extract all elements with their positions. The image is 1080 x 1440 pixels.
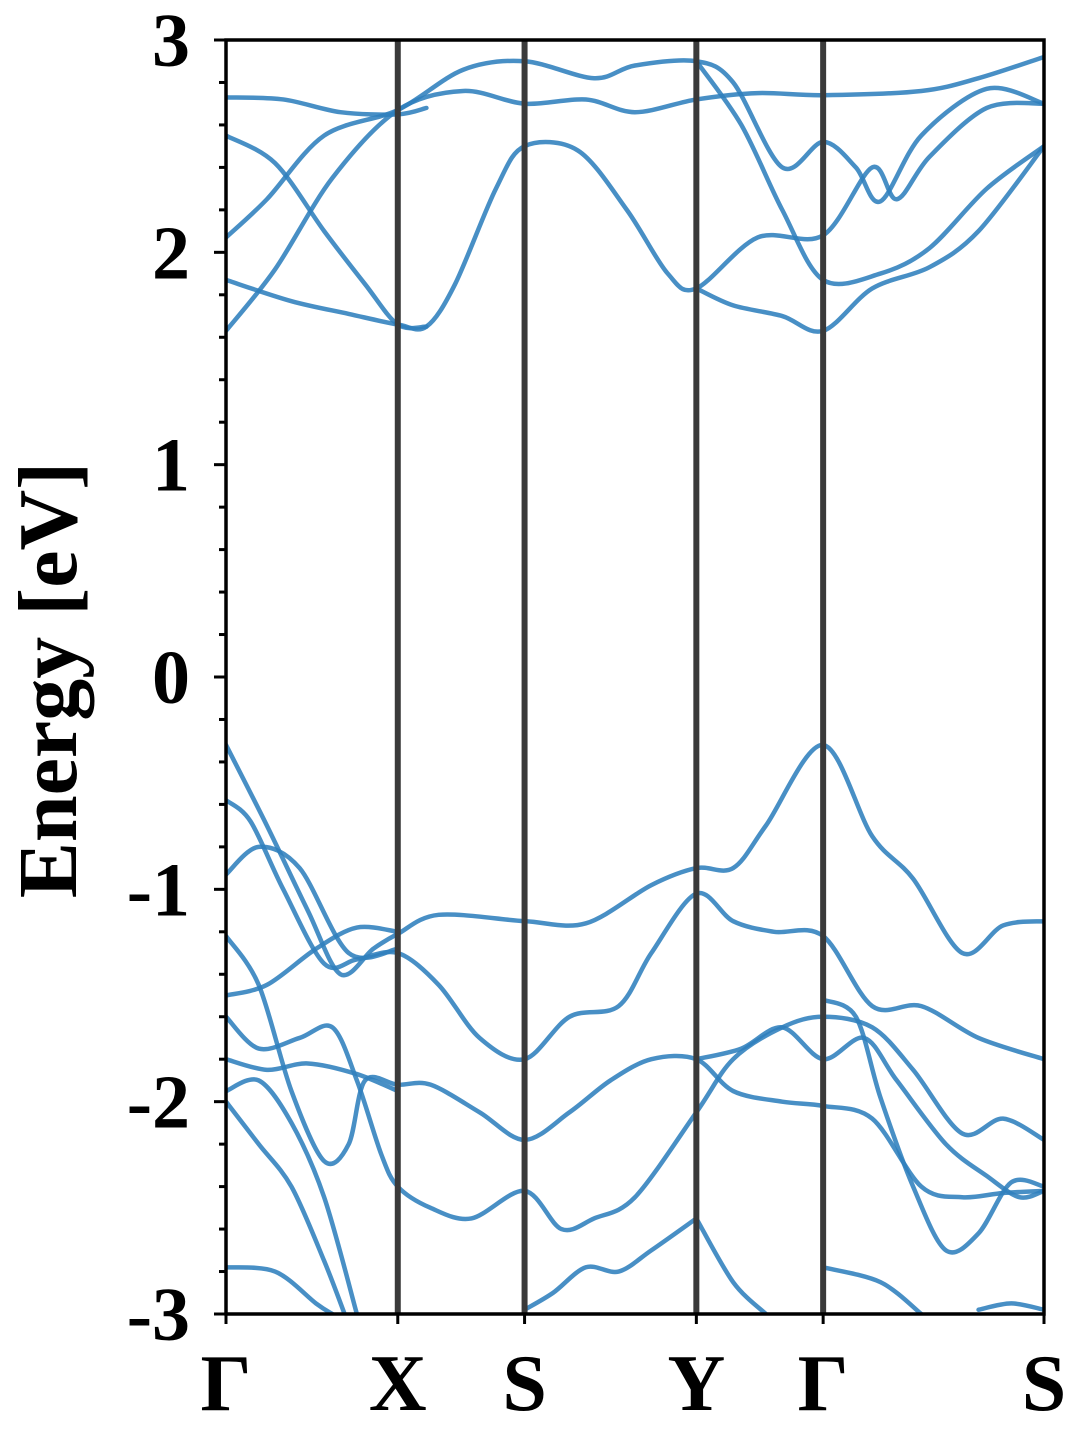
band-lines [226, 54, 1044, 1314]
x-tick-label: S [1022, 1340, 1067, 1428]
band-line-10 [226, 844, 401, 961]
band-line-12 [226, 924, 401, 998]
band-line-11 [226, 933, 1044, 1200]
y-tick-label: -1 [127, 848, 190, 932]
band-line-7 [694, 58, 1044, 287]
x-tick-label: X [369, 1340, 427, 1428]
y-tick-label: 0 [152, 636, 190, 720]
y-tick-label: 3 [152, 0, 190, 83]
band-line-13 [226, 1014, 1044, 1233]
y-tick-label: 2 [152, 211, 190, 295]
band-line-22 [694, 1025, 1044, 1200]
band-line-16 [226, 1099, 347, 1314]
y-tick-label: -3 [127, 1273, 190, 1357]
band-line-8 [226, 742, 1044, 978]
band-line-9 [226, 797, 1044, 1062]
high-symmetry-lines [394, 40, 827, 1314]
y-tick-label: -2 [127, 1061, 190, 1145]
band-line-5 [226, 95, 429, 117]
x-tick-label: S [502, 1340, 547, 1428]
band-line-14 [226, 1056, 401, 1094]
plot-frame [224, 38, 1046, 1316]
band-line-20 [820, 1265, 924, 1314]
y-axis-ticks: 3 2 1 0 -1 -2 -3 [127, 0, 226, 1357]
band-line-6 [694, 143, 1044, 334]
x-tick-label: Γ [201, 1340, 252, 1428]
band-line-19 [522, 1216, 699, 1312]
band-line-3 [226, 58, 1044, 240]
x-tick-label: Y [667, 1340, 725, 1428]
band-line-15 [226, 1077, 360, 1314]
band-line-18 [226, 1265, 335, 1314]
band-line-17 [694, 1216, 769, 1314]
y-tick-label: 1 [152, 424, 190, 508]
band-line-1 [226, 54, 1044, 334]
x-tick-label: Γ [798, 1340, 849, 1428]
band-line-23 [976, 1301, 1044, 1312]
y-axis-label: Energy [eV] [2, 462, 95, 898]
